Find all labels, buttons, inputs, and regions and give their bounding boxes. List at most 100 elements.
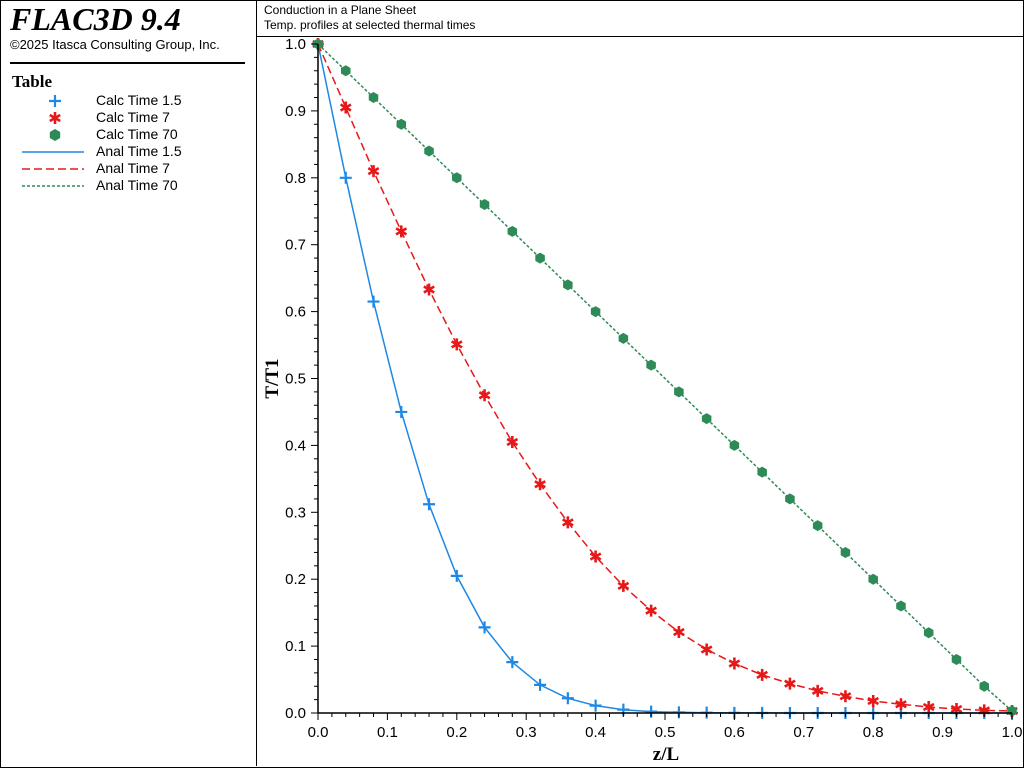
legend-item-calc-time-7: Calc Time 7 — [20, 109, 250, 126]
data-point-calc-time-70 — [729, 439, 740, 451]
data-point-calc-time-1-5 — [367, 295, 380, 308]
data-point-calc-time-70 — [535, 252, 545, 264]
data-point-calc-time-7 — [367, 165, 380, 178]
data-point-calc-time-70 — [674, 386, 684, 398]
x-tick-label: 0.3 — [516, 724, 537, 741]
app-title: FLAC3D 9.4 — [10, 1, 181, 37]
data-point-calc-time-70 — [340, 65, 351, 77]
plot-header: Conduction in a Plane Sheet Temp. profil… — [257, 0, 1023, 37]
x-tick-label: 0.0 — [308, 724, 329, 741]
x-tick-label: 0.1 — [377, 724, 398, 741]
legend-label: Anal Time 7 — [96, 160, 170, 176]
data-point-calc-time-1-5 — [395, 405, 408, 418]
data-point-calc-time-1-5 — [506, 656, 519, 669]
data-point-calc-time-70 — [868, 573, 878, 585]
data-point-calc-time-7 — [867, 694, 880, 707]
data-point-calc-time-1-5 — [534, 678, 547, 691]
y-tick-label: 0.0 — [285, 705, 306, 722]
data-point-calc-time-7 — [645, 604, 657, 617]
data-point-calc-time-70 — [701, 413, 712, 425]
y-tick-label: 0.4 — [285, 437, 306, 454]
x-tick-label: 0.8 — [863, 724, 884, 741]
solid-line-icon — [22, 151, 84, 153]
y-tick-label: 0.9 — [285, 103, 306, 120]
legend-panel: FLAC3D 9.4 ©2025 Itasca Consulting Group… — [0, 0, 257, 766]
data-point-calc-time-7 — [339, 101, 352, 114]
dashed-line-icon — [22, 168, 84, 170]
y-tick-label: 0.6 — [285, 304, 306, 321]
data-point-calc-time-1-5 — [450, 569, 463, 582]
data-point-calc-time-70 — [840, 546, 851, 558]
x-tick-label: 0.4 — [585, 724, 606, 741]
y-tick-label: 0.8 — [285, 170, 306, 187]
data-point-calc-time-1-5 — [478, 621, 491, 634]
legend-item-anal-time-70: Anal Time 70 — [20, 177, 250, 194]
data-point-calc-time-70 — [812, 520, 823, 532]
y-tick-label: 0.5 — [285, 371, 306, 388]
data-point-calc-time-7 — [700, 643, 713, 656]
data-point-calc-time-7 — [478, 389, 491, 402]
data-point-calc-time-1-5 — [589, 699, 602, 712]
data-point-calc-time-70 — [563, 279, 573, 291]
x-tick-label: 0.9 — [932, 724, 953, 741]
data-point-calc-time-70 — [646, 359, 656, 371]
data-point-calc-time-70 — [923, 627, 934, 639]
data-point-calc-time-70 — [590, 306, 601, 318]
data-point-calc-time-70 — [424, 145, 434, 157]
y-tick-label: 0.2 — [285, 571, 306, 588]
data-point-calc-time-1-5 — [339, 171, 352, 184]
data-point-calc-time-7 — [617, 579, 630, 592]
legend-item-anal-time-1-5: Anal Time 1.5 — [20, 143, 250, 160]
data-point-calc-time-70 — [757, 466, 767, 478]
legend-item-calc-time-70: Calc Time 70 — [20, 126, 250, 143]
data-point-calc-time-70 — [951, 653, 962, 665]
x-tick-label: 0.7 — [793, 724, 814, 741]
data-point-calc-time-7 — [534, 478, 546, 491]
y-tick-label: 0.7 — [285, 237, 306, 254]
data-point-calc-time-7 — [423, 283, 435, 296]
legend-label: Anal Time 1.5 — [96, 143, 182, 159]
data-point-calc-time-7 — [922, 700, 935, 713]
y-tick-label: 0.3 — [285, 504, 306, 521]
data-point-calc-time-7 — [395, 225, 408, 238]
data-point-calc-time-7 — [839, 690, 852, 703]
legend-item-anal-time-7: Anal Time 7 — [20, 160, 250, 177]
series-line-anal-time-7 — [317, 43, 1013, 712]
asterisk-marker-icon — [49, 112, 61, 124]
x-tick-label: 0.6 — [724, 724, 745, 741]
plot-title: Conduction in a Plane Sheet — [264, 3, 417, 17]
data-point-calc-time-1-5 — [561, 692, 574, 705]
data-point-calc-time-70 — [368, 92, 379, 104]
data-point-calc-time-7 — [811, 684, 824, 697]
data-point-calc-time-70 — [396, 118, 407, 130]
x-tick-label: 0.2 — [446, 724, 467, 741]
x-tick-label: 1.0 — [1002, 724, 1023, 741]
data-point-calc-time-7 — [728, 657, 741, 670]
y-tick-label: 0.1 — [285, 638, 306, 655]
plus-marker-icon — [49, 95, 61, 107]
data-point-calc-time-7 — [561, 516, 574, 529]
legend-label: Calc Time 70 — [96, 126, 178, 142]
data-point-calc-time-70 — [618, 332, 629, 344]
dotted-line-icon — [22, 185, 84, 187]
data-point-calc-time-7 — [895, 698, 907, 711]
data-point-calc-time-7 — [673, 626, 685, 639]
legend-label: Calc Time 1.5 — [96, 92, 182, 108]
data-point-calc-time-70 — [452, 172, 462, 184]
legend-heading: Table — [12, 72, 53, 91]
y-axis-label: T/T1 — [262, 358, 283, 398]
data-point-calc-time-7 — [756, 668, 769, 681]
legend-label: Calc Time 7 — [96, 109, 170, 125]
data-point-calc-time-7 — [589, 550, 602, 563]
data-point-calc-time-70 — [896, 600, 906, 612]
title-divider — [10, 62, 245, 64]
data-point-calc-time-7 — [450, 338, 463, 351]
data-point-calc-time-70 — [979, 680, 990, 692]
data-point-calc-time-70 — [785, 493, 795, 505]
x-axis-label: z/L — [653, 744, 679, 765]
data-point-calc-time-1-5 — [423, 498, 436, 511]
legend-item-calc-time-1-5: Calc Time 1.5 — [20, 92, 250, 109]
x-tick-label: 0.5 — [655, 724, 676, 741]
legend-label: Anal Time 70 — [96, 177, 178, 193]
